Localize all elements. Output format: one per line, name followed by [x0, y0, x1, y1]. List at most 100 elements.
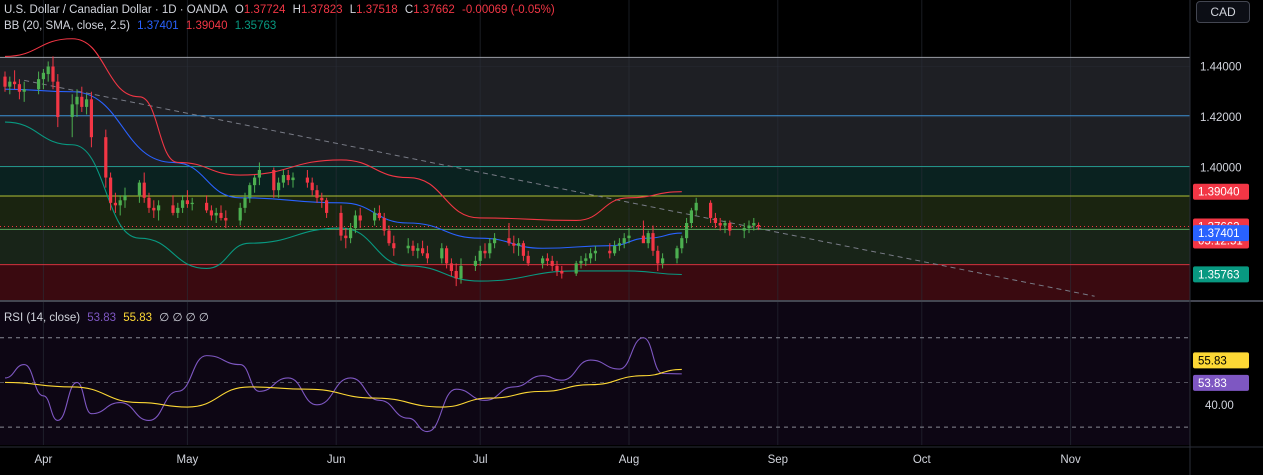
candle	[22, 81, 26, 102]
candle-body	[205, 202, 209, 211]
candle	[219, 205, 223, 221]
candle-body	[253, 177, 257, 186]
candle-body	[243, 197, 247, 208]
candle-body	[454, 270, 458, 279]
high-label: H	[292, 4, 301, 16]
candle-body	[75, 96, 79, 105]
bb-basis-value: 1.37401	[137, 20, 179, 32]
candle	[118, 195, 122, 216]
candle-body	[757, 225, 761, 227]
candle-body	[608, 250, 612, 254]
candle-body	[373, 212, 377, 221]
candle-body	[291, 177, 295, 181]
candle-body	[22, 89, 26, 92]
candle	[406, 238, 410, 254]
date-tick-label: Apr	[34, 454, 52, 466]
candle-body	[521, 243, 525, 256]
candle	[421, 240, 425, 256]
candle	[449, 258, 453, 277]
candle-body	[305, 177, 309, 183]
rsi-ma-value: 55.83	[123, 312, 153, 324]
price-tick-label: 1.44000	[1200, 62, 1242, 74]
bb-legend[interactable]: BB (20, SMA, close, 2.5) 1.37401 1.39040…	[4, 18, 280, 34]
candle	[757, 222, 761, 231]
currency-button[interactable]: CAD	[1196, 1, 1250, 23]
candle-body	[137, 182, 141, 196]
candle	[190, 197, 194, 211]
candle	[680, 235, 684, 254]
candle	[387, 225, 391, 246]
candle	[8, 76, 12, 95]
candle-body	[176, 207, 180, 213]
candle	[185, 190, 189, 208]
candle-body	[349, 228, 353, 239]
price-zone	[0, 166, 1190, 196]
candle-body	[118, 200, 122, 206]
candle-body	[219, 212, 223, 218]
candle-body	[185, 200, 189, 205]
close-value: 1.37662	[413, 4, 455, 16]
price-tick-label: 1.42000	[1200, 112, 1242, 124]
candle	[685, 217, 689, 244]
candle	[627, 228, 631, 244]
candle-body	[315, 190, 319, 198]
rsi-legend[interactable]: RSI (14, close) 53.83 55.83 ∅ ∅ ∅ ∅	[4, 310, 213, 326]
candle	[109, 172, 113, 211]
candle-body	[651, 233, 655, 251]
candle-body	[421, 248, 425, 254]
open-value: 1.37724	[243, 4, 286, 16]
candle-body	[46, 66, 50, 75]
rsi-ma-line	[4, 368, 682, 408]
candle-body	[709, 202, 713, 218]
candle-body	[680, 238, 684, 249]
candle	[41, 69, 45, 90]
candle	[641, 220, 645, 244]
date-tick-label: Jun	[327, 454, 346, 466]
candle	[205, 195, 209, 213]
candle	[425, 245, 429, 264]
candle-body	[579, 260, 583, 264]
candle	[728, 220, 732, 236]
candle-body	[344, 235, 348, 239]
candle-body	[224, 217, 228, 221]
candle	[181, 195, 185, 213]
candle-body	[728, 223, 732, 231]
candle	[286, 170, 290, 186]
candle-body	[248, 185, 252, 198]
candle	[17, 79, 21, 100]
candle	[214, 207, 218, 224]
candle-body	[641, 235, 645, 244]
candle	[416, 243, 420, 259]
candle	[507, 223, 511, 246]
bb-lower-badge: 1.35763	[1198, 269, 1240, 281]
candle	[521, 240, 525, 261]
candle-body	[512, 243, 516, 246]
candle-body	[713, 217, 717, 224]
candle	[51, 56, 55, 90]
candle-body	[406, 245, 410, 249]
candle-body	[488, 243, 492, 254]
candle	[13, 70, 17, 90]
candle	[661, 253, 665, 269]
candle-body	[541, 258, 545, 264]
candle	[176, 202, 180, 218]
candle-body	[622, 238, 626, 244]
price-zone	[0, 264, 1190, 300]
candle	[411, 240, 415, 256]
candle	[104, 129, 108, 188]
candle	[277, 177, 281, 198]
candle-body	[661, 258, 665, 264]
candle-body	[85, 99, 89, 107]
candle-body	[209, 210, 213, 216]
candle	[589, 248, 593, 264]
candle	[152, 200, 156, 218]
candle-body	[387, 230, 391, 244]
candle-body	[593, 250, 597, 254]
candle-body	[473, 260, 477, 266]
high-value: 1.37823	[300, 4, 343, 16]
candle-body	[627, 235, 631, 239]
candle-body	[440, 248, 444, 259]
candle	[89, 91, 93, 148]
candle-body	[286, 175, 290, 181]
